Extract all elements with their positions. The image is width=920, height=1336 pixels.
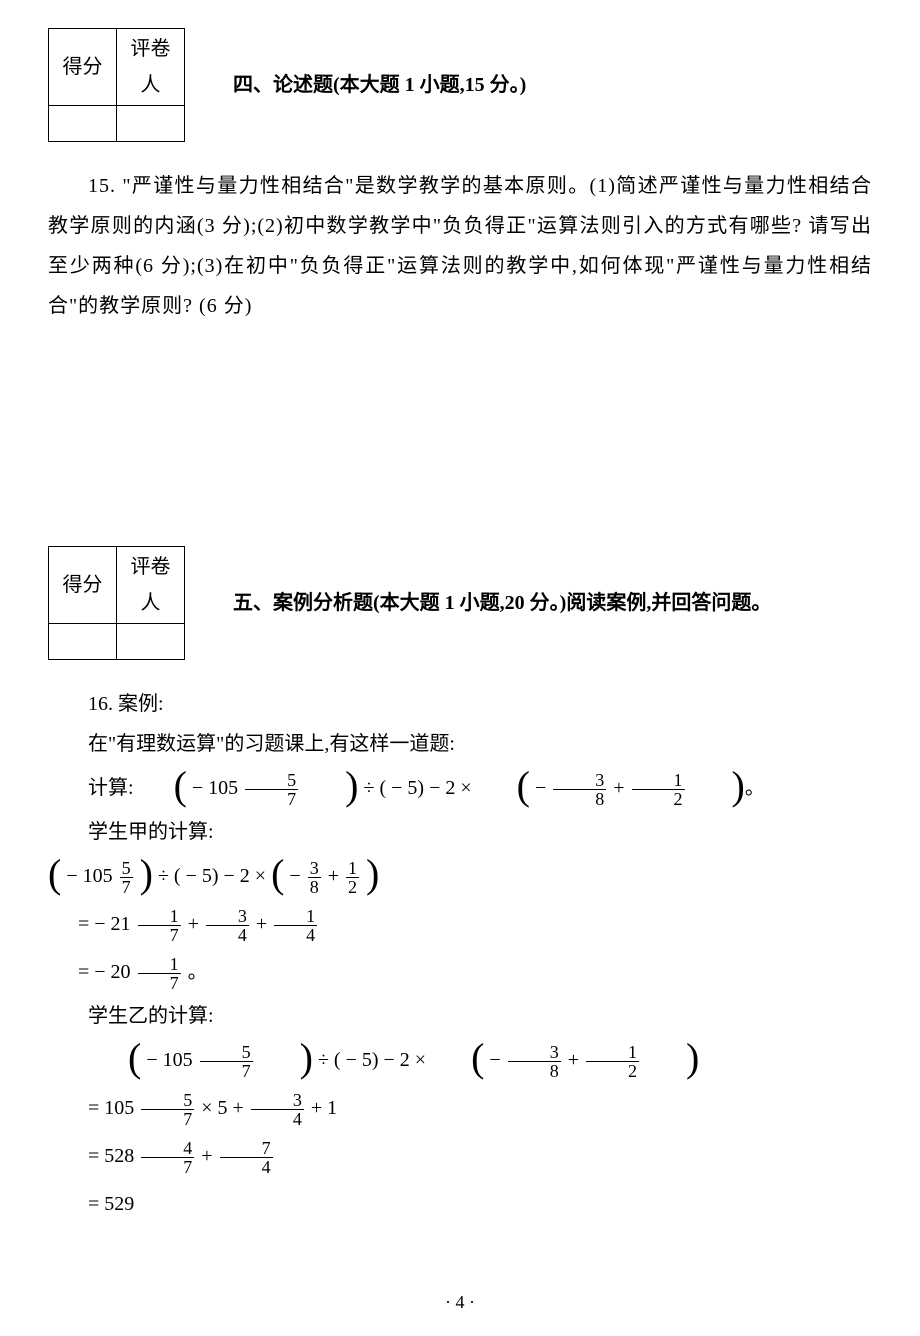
n2: ( − 5) <box>379 777 424 799</box>
student-b-label: 学生乙的计算: <box>48 996 872 1036</box>
score-col1-s5: 得分 <box>49 547 117 624</box>
score-blank1-s5 <box>49 624 117 660</box>
n1: − 105 <box>192 777 238 799</box>
score-box-section5: 得分 评卷人 <box>48 546 185 660</box>
div: ÷ <box>364 777 375 799</box>
minus2: − 2 × <box>429 777 472 799</box>
q16-num: 16. <box>88 693 113 715</box>
score-col2-s5: 评卷人 <box>117 547 185 624</box>
score-box-section4: 得分 评卷人 <box>48 28 185 142</box>
b-step3: = 529 <box>48 1180 872 1228</box>
q15-num: 15. <box>88 175 116 197</box>
score-blank2-s5 <box>117 624 185 660</box>
a-step2: = − 20 17 。 <box>48 948 872 996</box>
section4-title: 四、论述题(本大题 1 小题,15 分。) <box>233 67 526 103</box>
answer-space-q15 <box>48 346 872 546</box>
score-blank1 <box>49 106 117 142</box>
section5-header: 得分 评卷人 五、案例分析题(本大题 1 小题,20 分。)阅读案例,并回答问题… <box>48 546 872 660</box>
b-step2: = 528 47 + 74 <box>48 1132 872 1180</box>
score-blank2 <box>117 106 185 142</box>
compute-label: 计算 <box>88 777 128 799</box>
q16-compute: 计算:( − 105 57 ) ÷ ( − 5) − 2 × ( − 38 + … <box>48 764 872 812</box>
frac3: 12 <box>632 771 685 808</box>
q16-case: 案例: <box>118 693 164 715</box>
b-line1: ( − 105 57 ) ÷ ( − 5) − 2 × ( − 38 + 12 … <box>48 1036 872 1084</box>
plus: + <box>613 777 624 799</box>
b-step1: = 105 57 × 5 + 34 + 1 <box>48 1084 872 1132</box>
q15-body: "严谨性与量力性相结合"是数学教学的基本原则。(1)简述严谨性与量力性相结合教学… <box>48 175 872 317</box>
student-a-label: 学生甲的计算: <box>48 812 872 852</box>
section5-title: 五、案例分析题(本大题 1 小题,20 分。)阅读案例,并回答问题。 <box>233 585 771 621</box>
q15-text: 15. "严谨性与量力性相结合"是数学教学的基本原则。(1)简述严谨性与量力性相… <box>48 166 872 326</box>
a-step1: = − 21 17 + 34 + 14 <box>48 900 872 948</box>
score-col2: 评卷人 <box>117 29 185 106</box>
q16-case-label: 16. 案例: <box>48 684 872 724</box>
section4-header: 得分 评卷人 四、论述题(本大题 1 小题,15 分。) <box>48 28 872 142</box>
frac1: 57 <box>245 771 298 808</box>
a-line1: ( − 105 57 ) ÷ ( − 5) − 2 × ( − 38 + 12 … <box>48 852 872 900</box>
frac2: 38 <box>553 771 606 808</box>
q16-intro: 在"有理数运算"的习题课上,有这样一道题: <box>48 724 872 764</box>
question-16: 16. 案例: 在"有理数运算"的习题课上,有这样一道题: 计算:( − 105… <box>48 684 872 1228</box>
score-col1: 得分 <box>49 29 117 106</box>
question-15: 15. "严谨性与量力性相结合"是数学教学的基本原则。(1)简述严谨性与量力性相… <box>48 166 872 326</box>
page-number: · 4 · <box>0 1286 920 1318</box>
